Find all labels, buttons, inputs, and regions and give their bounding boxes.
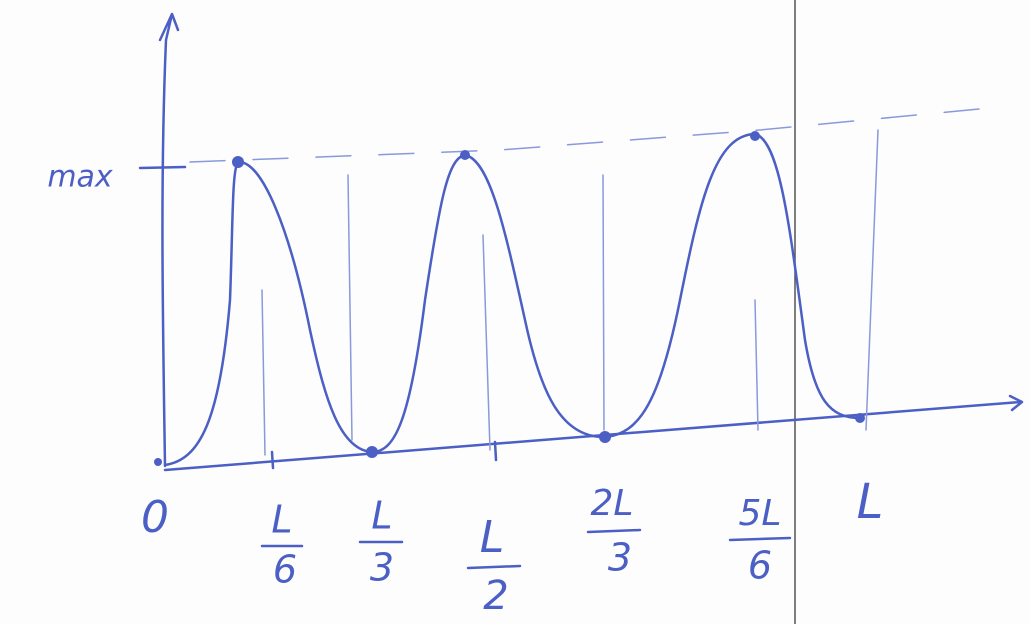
numerator: L xyxy=(271,498,292,542)
origin-label: 0 xyxy=(141,492,169,543)
denominator: 6 xyxy=(273,548,297,592)
numerator: L xyxy=(480,512,505,563)
sketch: max 0 L L 6 L 3 L 2 2L 3 5L 6 xyxy=(0,0,1030,624)
numerator: 2L xyxy=(591,483,634,524)
denominator: 6 xyxy=(748,544,772,588)
denominator: 2 xyxy=(483,573,508,619)
max-tick xyxy=(140,167,185,168)
max-label: max xyxy=(47,160,113,195)
numerator: L xyxy=(371,494,392,538)
numerator: 5L xyxy=(739,493,782,534)
denominator: 3 xyxy=(608,536,632,580)
denominator: 3 xyxy=(370,546,394,590)
end-label: L xyxy=(857,474,884,530)
